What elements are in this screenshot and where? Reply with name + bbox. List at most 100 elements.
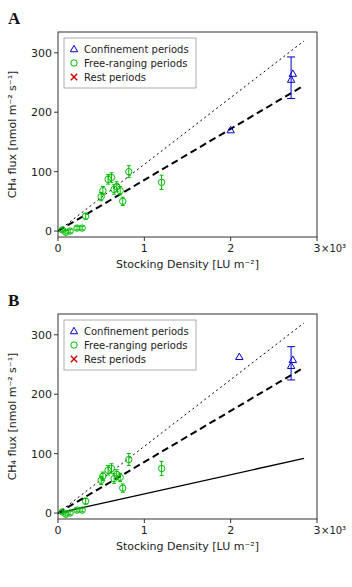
annotation: ×10³ [321,525,346,536]
legend: Confinement periods Free-ranging periods R… [64,38,196,88]
error-bar [160,175,164,189]
plot-area [58,32,317,237]
error-bar [287,57,295,99]
x-tick [230,519,231,523]
point [79,507,85,513]
y-tick-label: 100 [31,166,52,179]
error-bar [80,226,84,230]
legend-symbol [71,74,77,80]
point [108,174,114,180]
y-tick-label: 100 [31,448,52,461]
y-tick [54,231,58,232]
x-tick [144,519,145,523]
point [126,168,132,174]
legend-label: Free-ranging periods [84,58,187,69]
point [289,356,296,362]
point [236,353,243,359]
point [79,225,85,231]
legend-box [64,38,196,88]
x-tick-label: 1 [141,524,148,537]
point [289,70,296,76]
y-tick-label: 300 [31,329,52,342]
y-tick [54,52,58,53]
y-tick-label: 0 [45,225,52,238]
y-tick-label: 200 [31,388,52,401]
x-tick-label: 3 [314,242,321,255]
error-bar [80,508,84,512]
y-tick-label: 200 [31,106,52,119]
x-tick [317,237,318,241]
point [126,456,132,462]
point [82,498,88,504]
error-bar [75,226,79,230]
point [158,179,164,185]
y-tick [54,453,58,454]
point [100,187,106,193]
plot-area [58,314,317,519]
panel-label: A [8,9,21,28]
line-solid [58,458,304,513]
legend-label: Confinement periods [84,44,189,55]
point [98,193,104,199]
point [158,465,164,471]
point [120,485,126,491]
plot-frame [58,32,317,237]
x-tick-label: 1 [141,242,148,255]
legend-symbol [70,45,77,51]
point [63,511,69,517]
panel-label: B [8,291,19,310]
y-axis-label: CH₄ flux [nmol m⁻² s⁻¹] [6,71,19,199]
x-tick-label: 0 [55,242,62,255]
legend: Confinement periods Free-ranging periods R… [64,320,196,370]
line-dashed [58,85,304,231]
x-axis-label: Stocking Density [LU m⁻²] [116,258,259,271]
chart-root: 01230100200300×10³Stocking Density [LU m… [0,0,352,587]
y-tick-label: 300 [31,47,52,60]
x-tick [317,519,318,523]
y-tick [54,171,58,172]
y-axis-label: CH₄ flux [nmol m⁻² s⁻¹] [6,353,19,481]
x-axis-label: Stocking Density [LU m⁻²] [116,540,259,553]
point [98,477,104,483]
annotation: ×10³ [321,243,346,254]
legend-symbol [71,60,77,66]
plot-frame [58,314,317,519]
panel: 0 1 2 3 0 100 200 300 ×10³ Stocking Density [LU m… [6,9,346,271]
y-tick [54,394,58,395]
x-tick-label: 0 [55,524,62,537]
y-tick [54,112,58,113]
line-dashed [58,367,304,513]
legend-label: Confinement periods [84,326,189,337]
error-bar [160,461,164,475]
point [227,126,234,132]
legend-label: Rest periods [84,72,146,83]
x-tick-label: 3 [314,524,321,537]
legend-symbol [70,327,77,333]
point [82,213,88,219]
error-bar [127,166,131,178]
y-tick [54,334,58,335]
x-tick [58,519,59,523]
legend-label: Rest periods [84,354,146,365]
error-bar [287,347,295,380]
point [114,183,120,189]
legend-box [64,320,196,370]
x-tick [230,237,231,241]
y-tick [54,513,58,514]
point [117,187,123,193]
error-bar [84,213,88,219]
point [67,510,73,516]
point [63,229,69,235]
y-tick-label: 0 [45,507,52,520]
x-tick [144,237,145,241]
legend-symbol [71,342,77,348]
point [100,473,106,479]
error-bar [127,454,131,466]
error-bar [84,498,88,504]
panel: 01230100200300×10³Stocking Density [LU m… [6,291,346,553]
point [67,228,73,234]
point [120,198,126,204]
point [117,474,123,480]
x-tick-label: 2 [227,242,234,255]
legend-label: Free-ranging periods [84,340,187,351]
